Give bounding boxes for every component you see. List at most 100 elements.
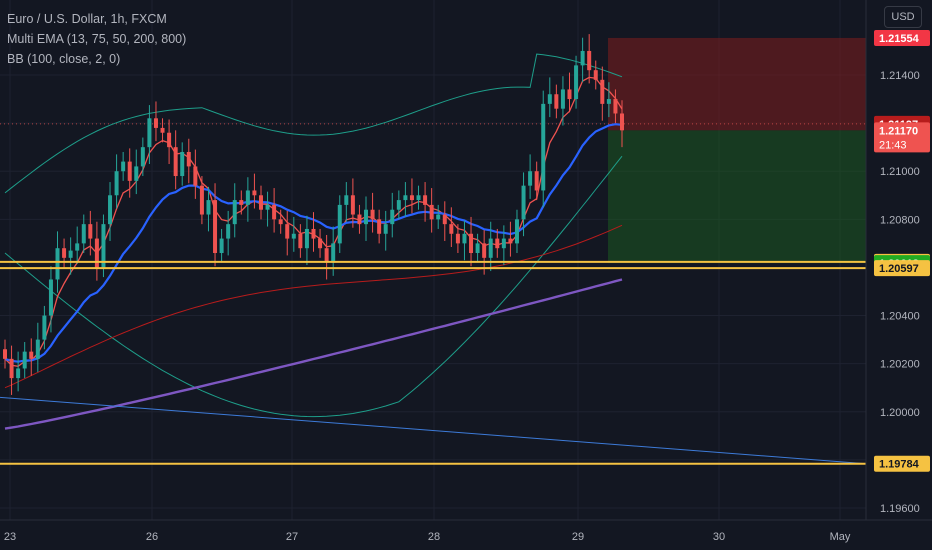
price-tick-label: 1.21000 xyxy=(880,166,920,178)
candle-body xyxy=(600,79,605,104)
candle-body xyxy=(587,50,592,71)
candle-body xyxy=(377,219,382,234)
candles xyxy=(3,34,624,395)
indicator-ema[interactable]: Multi EMA (13, 75, 50, 200, 800) xyxy=(7,32,187,46)
candle-body xyxy=(318,238,323,249)
price-tag xyxy=(874,29,930,46)
price-tag-label: 1.21170 xyxy=(879,125,918,137)
candle-body xyxy=(180,151,185,177)
candle-body xyxy=(94,238,99,268)
candle-body xyxy=(442,214,447,225)
candle-body xyxy=(514,219,519,244)
candle-body xyxy=(101,224,106,268)
candle-body xyxy=(258,195,263,210)
candle-body xyxy=(239,200,244,205)
candle-body xyxy=(521,185,526,220)
price-tag-label: 1.21554 xyxy=(879,33,920,45)
candle-body xyxy=(580,50,585,66)
candle-body xyxy=(75,243,80,251)
time-tick-label: 28 xyxy=(428,531,440,543)
time-axis[interactable]: 23 26 27 28 29 30 May xyxy=(0,519,932,543)
candle-body xyxy=(462,233,467,244)
candle-body xyxy=(311,228,316,239)
candle-body xyxy=(134,166,139,181)
candle-body xyxy=(508,238,513,244)
stop-loss-zone xyxy=(608,37,866,131)
currency-button[interactable]: USD xyxy=(884,6,922,28)
candle-body xyxy=(153,118,158,128)
price-tick-label: 1.19600 xyxy=(880,503,920,515)
price-tag xyxy=(874,122,930,153)
candle-body xyxy=(81,224,86,244)
candle-body xyxy=(147,118,152,148)
candle-body xyxy=(409,195,414,201)
candle-body xyxy=(337,204,342,244)
candle-body xyxy=(278,219,283,225)
price-tick-label: 1.21400 xyxy=(880,70,920,82)
symbol-title[interactable]: Euro / U.S. Dollar, 1h, FXCM xyxy=(7,12,167,26)
time-tick-label: 23 xyxy=(4,531,16,543)
candle-body xyxy=(121,161,126,172)
price-tag-countdown: 21:43 xyxy=(879,139,907,151)
candle-body xyxy=(541,103,546,191)
candle-body xyxy=(429,204,434,220)
candle-body xyxy=(528,171,533,186)
candle-body xyxy=(593,70,598,80)
support-levels[interactable] xyxy=(0,260,866,465)
candle-body xyxy=(173,147,178,177)
candle-body xyxy=(554,94,559,109)
price-tick-label: 1.20000 xyxy=(880,407,920,419)
candle-body xyxy=(344,195,349,205)
candle-body xyxy=(140,147,145,167)
candle-body xyxy=(403,195,408,201)
price-tag xyxy=(874,260,930,277)
candle-body xyxy=(304,228,309,249)
candle-body xyxy=(226,224,231,239)
time-tick-label: May xyxy=(830,531,851,543)
candle-body xyxy=(9,358,14,379)
candle-body xyxy=(206,200,211,215)
candle-body xyxy=(364,209,369,225)
candle-body xyxy=(324,248,329,263)
position-zones xyxy=(0,37,866,264)
indicator-bb[interactable]: BB (100, close, 2, 0) xyxy=(7,52,121,66)
candle-body xyxy=(331,243,336,263)
price-tag xyxy=(874,455,930,472)
candle-body xyxy=(108,195,113,225)
price-tick-label: 1.20400 xyxy=(880,311,920,323)
ema-200-line xyxy=(4,278,623,430)
candle-body xyxy=(567,89,572,100)
chart-legend: Euro / U.S. Dollar, 1h, FXCM Multi EMA (… xyxy=(7,9,186,69)
candle-body xyxy=(62,248,67,258)
candle-body xyxy=(298,233,303,249)
candle-body xyxy=(55,248,60,280)
candle-body xyxy=(42,315,47,340)
candle-body xyxy=(193,166,198,186)
candle-body xyxy=(560,89,565,109)
candle-body xyxy=(574,65,579,100)
descending-trendline xyxy=(0,396,867,465)
time-tick-label: 30 xyxy=(713,531,725,543)
trendline[interactable] xyxy=(0,396,867,465)
candle-body xyxy=(29,351,34,359)
candle-body xyxy=(488,238,493,258)
candle-body xyxy=(22,351,27,369)
candle-body xyxy=(199,185,204,215)
time-tick-label: 27 xyxy=(286,531,298,543)
candle-body xyxy=(265,204,270,210)
candle-body xyxy=(482,243,487,258)
candle-body xyxy=(495,238,500,249)
candle-body xyxy=(475,243,480,254)
bollinger-bands xyxy=(4,53,623,418)
price-tag-label: 1.19784 xyxy=(879,459,920,471)
candle-body xyxy=(396,200,401,210)
candle-body xyxy=(3,349,7,359)
candle-body xyxy=(16,368,21,379)
candle-body xyxy=(186,151,191,167)
candle-body xyxy=(245,190,250,205)
price-tags: 1.215541.211971.2117021:431.206231.20618… xyxy=(874,29,930,472)
candle-body xyxy=(547,94,552,104)
candle-body xyxy=(219,238,224,254)
candle-body xyxy=(285,224,290,239)
